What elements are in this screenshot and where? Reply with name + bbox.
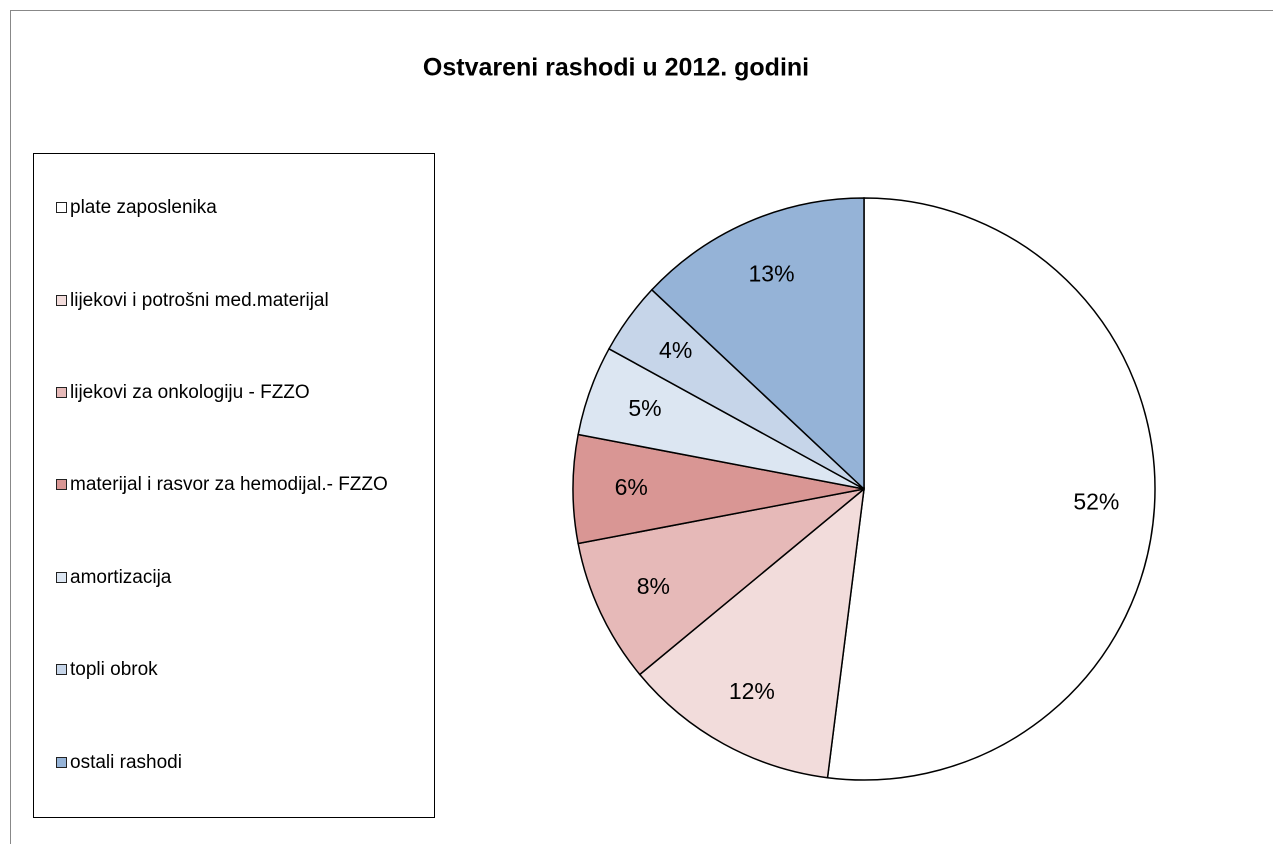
legend-swatch xyxy=(56,202,67,214)
pie-slice xyxy=(638,487,865,779)
legend-swatch xyxy=(56,294,67,306)
data-label: 12% xyxy=(729,678,775,704)
legend-item: amortizacija xyxy=(56,567,434,589)
legend-item: ostali rashodi xyxy=(56,752,434,774)
legend-item: lijekovi za onkologiju - FZZO xyxy=(56,382,434,404)
legend-label: materijal i rasvor za hemodijal.- FZZO xyxy=(70,474,388,496)
legend: plate zaposlenika lijekovi i potrošni med… xyxy=(33,153,435,818)
legend-swatch xyxy=(56,571,67,583)
legend-item: topli obrok xyxy=(56,659,434,681)
legend-label: topli obrok xyxy=(70,659,158,681)
legend-label: plate zaposlenika xyxy=(70,197,217,219)
pie-slice xyxy=(826,197,1156,781)
data-label: 4% xyxy=(659,337,692,363)
data-label: 6% xyxy=(615,474,648,500)
legend-label: lijekovi za onkologiju - FZZO xyxy=(70,382,310,404)
legend-item: lijekovi i potrošni med.materijal xyxy=(56,290,434,312)
data-label: 13% xyxy=(749,260,795,286)
data-label: 8% xyxy=(637,573,670,599)
pie-slice xyxy=(577,488,865,676)
legend-label: lijekovi i potrošni med.materijal xyxy=(70,289,329,311)
legend-label: amortizacija xyxy=(70,566,172,588)
legend-swatch xyxy=(56,387,67,399)
legend-swatch xyxy=(56,664,67,676)
pie-slice xyxy=(650,197,865,491)
legend-swatch xyxy=(56,479,67,491)
legend-item: materijal i rasvor za hemodijal.- FZZO xyxy=(56,474,434,496)
legend-swatch xyxy=(56,756,67,768)
legend-label: ostali rashodi xyxy=(70,751,182,773)
data-label: 5% xyxy=(628,395,661,421)
data-label: 52% xyxy=(1073,489,1119,515)
chart-title: Ostvareni rashodi u 2012. godini xyxy=(423,54,809,82)
legend-item: plate zaposlenika xyxy=(56,197,434,219)
